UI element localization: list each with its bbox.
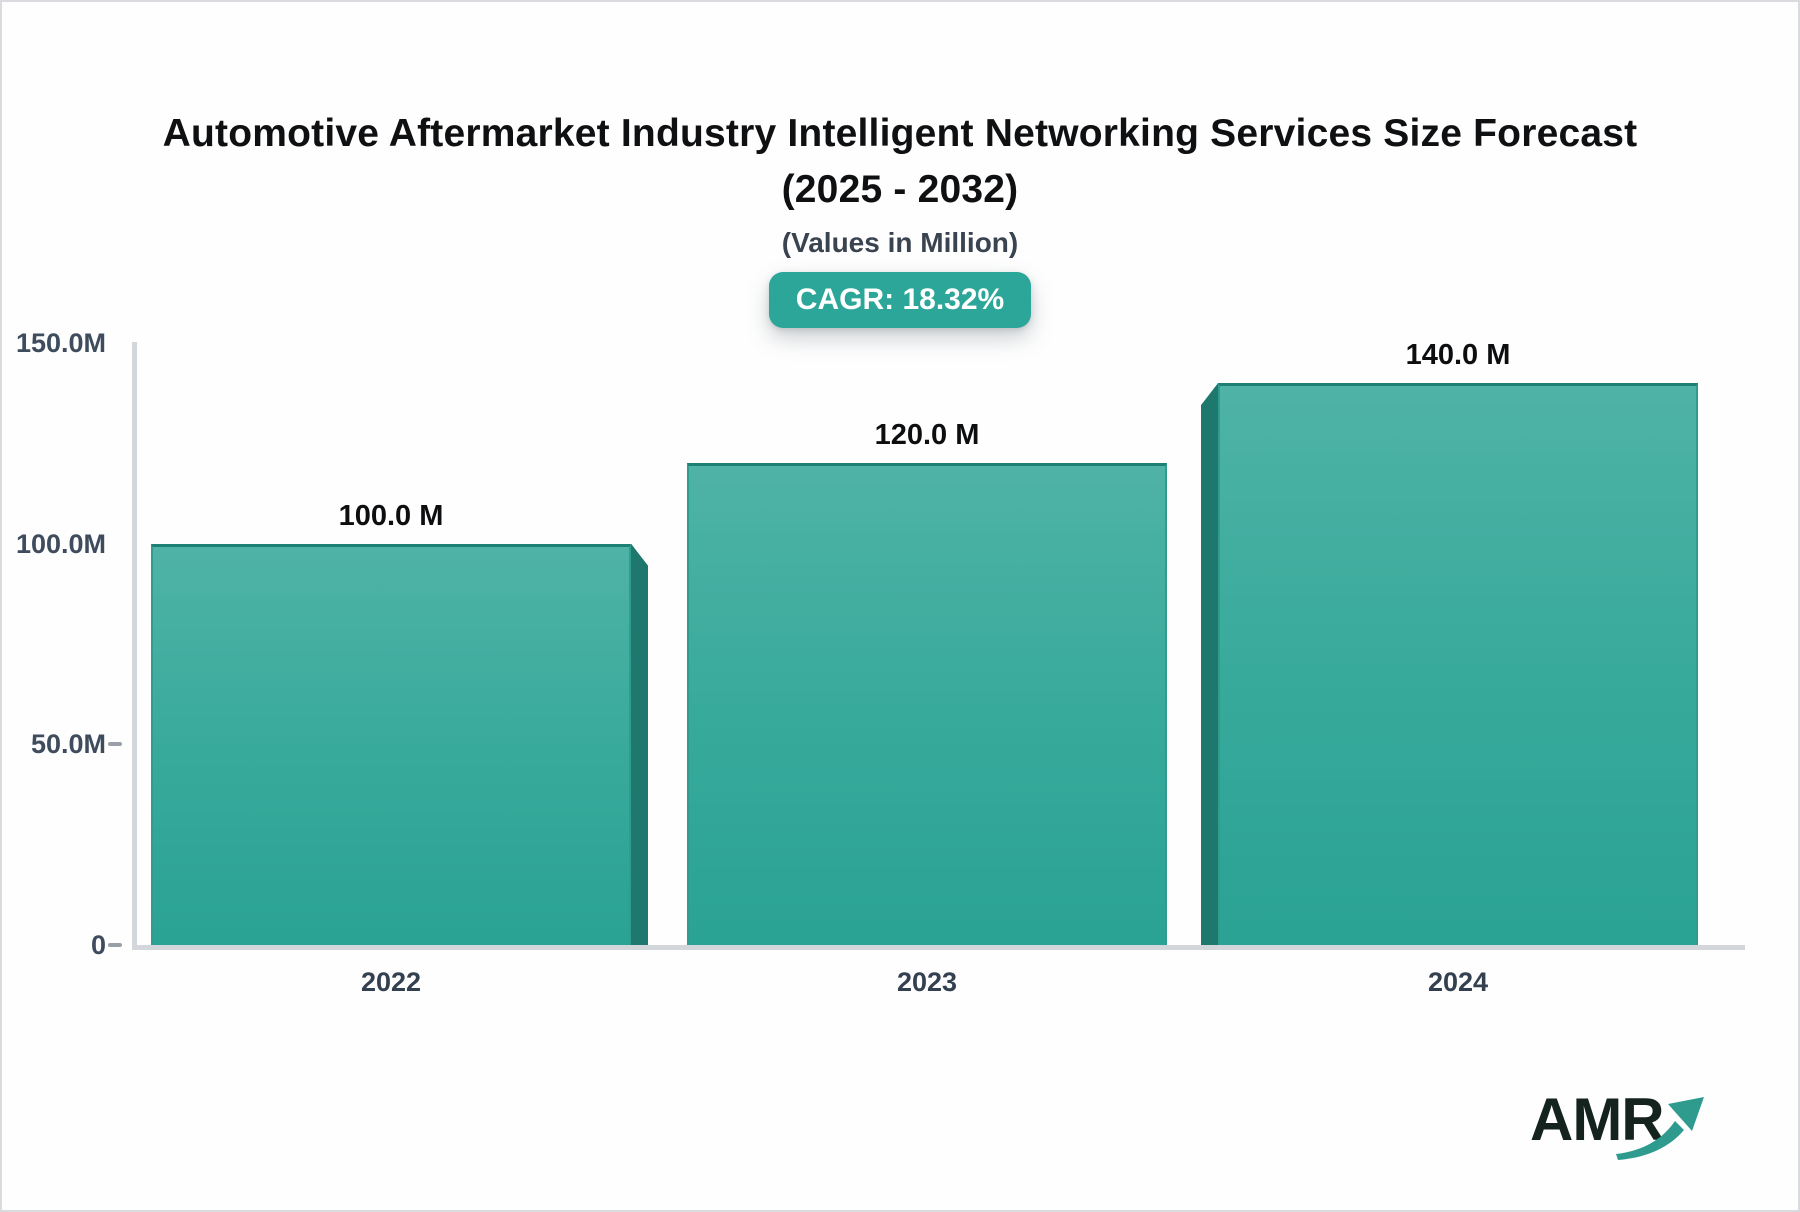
bar-2023: [687, 463, 1167, 945]
page-title-line1: Automotive Aftermarket Industry Intellig…: [162, 112, 1638, 155]
chart-header: Automotive Aftermarket Industry Intellig…: [2, 112, 1798, 328]
x-axis-category-label: 2023: [896, 967, 958, 997]
bar-2024: [1218, 383, 1698, 945]
cagr-badge: CAGR: 18.32%: [768, 272, 1032, 328]
amr-logo: AMR: [1530, 1090, 1720, 1170]
growth-arrow-icon: [1616, 1097, 1704, 1160]
y-axis-tick-dash: [108, 742, 122, 747]
x-axis-baseline: [132, 945, 1745, 950]
amr-logo-text: AMR: [1530, 1086, 1665, 1153]
bar-value-label: 100.0 M: [338, 499, 444, 532]
y-axis-tick-label: 0: [90, 930, 106, 960]
bar-value-label: 140.0 M: [1405, 339, 1511, 372]
bar-2022: [151, 543, 631, 945]
bar-3d-side: [1201, 383, 1218, 945]
y-axis-tick-label: 50.0M: [30, 729, 106, 760]
y-axis-tick-label: 150.0M: [15, 328, 106, 358]
bar-3d-side: [631, 543, 648, 945]
x-axis-category-label: 2022: [360, 967, 422, 997]
page-title-line2: (2025 - 2032): [781, 168, 1019, 211]
y-axis-tick-label: 100.0M: [15, 528, 106, 559]
chart-subtitle: (Values in Million): [781, 227, 1019, 258]
y-axis-tick-dash: [108, 943, 122, 947]
bar-value-label: 120.0 M: [874, 419, 980, 452]
y-axis-line: [132, 342, 137, 950]
x-axis-category-label: 2024: [1427, 967, 1489, 997]
